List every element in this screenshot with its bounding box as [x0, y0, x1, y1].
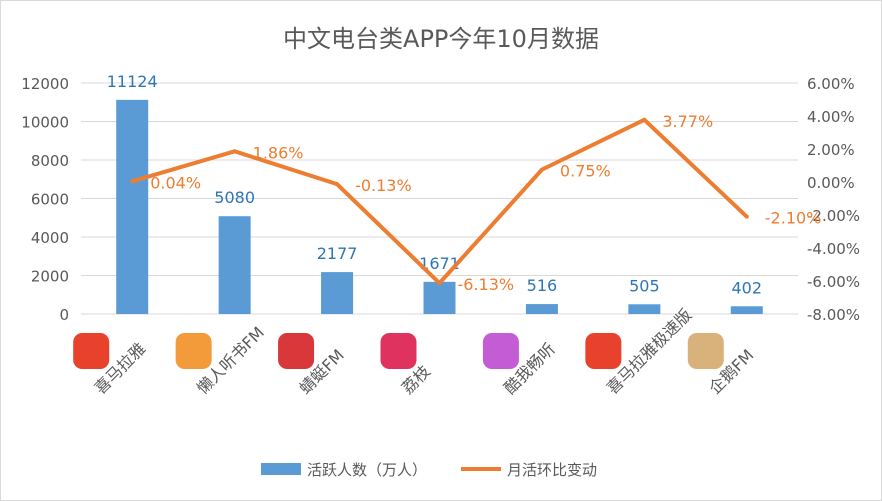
right-axis-tick: 6.00%	[807, 75, 855, 93]
right-axis-tick: -4.00%	[807, 240, 860, 258]
right-axis-tick: -8.00%	[807, 306, 860, 324]
bar	[628, 304, 661, 314]
left-axis-tick: 6000	[31, 191, 69, 209]
left-axis-tick: 0	[59, 306, 69, 324]
line-data-label: -0.13%	[355, 176, 412, 195]
line-point	[642, 117, 647, 122]
legend-label-line: 月活环比变动	[507, 461, 597, 479]
right-axis-tick: -6.00%	[807, 273, 860, 291]
qie-fm-icon	[687, 333, 724, 369]
bar	[730, 306, 763, 314]
left-axis-tick: 2000	[31, 268, 69, 286]
right-axis-tick: 4.00%	[807, 108, 855, 126]
bar-data-label: 11124	[107, 72, 158, 91]
line-point	[744, 214, 749, 219]
left-axis-tick: 10000	[21, 114, 69, 132]
bar	[423, 281, 456, 314]
bar	[116, 99, 149, 314]
bar	[321, 272, 354, 314]
bar-data-label: 505	[629, 276, 660, 295]
line-point	[232, 149, 237, 154]
bar	[218, 216, 251, 314]
kuwo-icon	[482, 333, 519, 369]
left-axis-tick: 8000	[31, 152, 69, 170]
line-data-label: -2.10%	[765, 209, 822, 228]
legend-label-bar: 活跃人数（万人）	[307, 461, 427, 479]
line-point	[130, 179, 135, 184]
legend-swatch-bar	[261, 463, 301, 475]
lanren-icon	[175, 333, 212, 369]
right-axis-tick: 2.00%	[807, 141, 855, 159]
line-data-label: 3.77%	[662, 112, 713, 131]
line-point	[539, 167, 544, 172]
right-axis-tick: -2.00%	[807, 207, 860, 225]
left-axis-tick: 12000	[21, 75, 69, 93]
bar-data-label: 402	[732, 278, 763, 297]
bar-data-label: 1671	[419, 254, 460, 273]
right-axis-tick: 0.00%	[807, 174, 855, 192]
line-data-label: 0.75%	[560, 162, 611, 181]
qingting-icon	[278, 333, 315, 369]
chart-title: 中文电台类APP今年10月数据	[283, 25, 599, 53]
bar-data-label: 2177	[317, 244, 358, 263]
line-point	[437, 281, 442, 286]
line-point	[335, 182, 340, 187]
left-axis-tick: 4000	[31, 229, 69, 247]
ximalaya-lite-icon	[585, 333, 622, 369]
bar	[525, 304, 558, 314]
lizhi-icon	[380, 333, 417, 369]
bar-data-label: 516	[527, 276, 558, 295]
line-data-label: 1.86%	[253, 143, 304, 162]
line-data-label: -6.13%	[458, 275, 515, 294]
bar-data-label: 5080	[214, 188, 255, 207]
ximalaya-icon	[73, 333, 110, 369]
line-data-label: 0.04%	[150, 173, 201, 192]
